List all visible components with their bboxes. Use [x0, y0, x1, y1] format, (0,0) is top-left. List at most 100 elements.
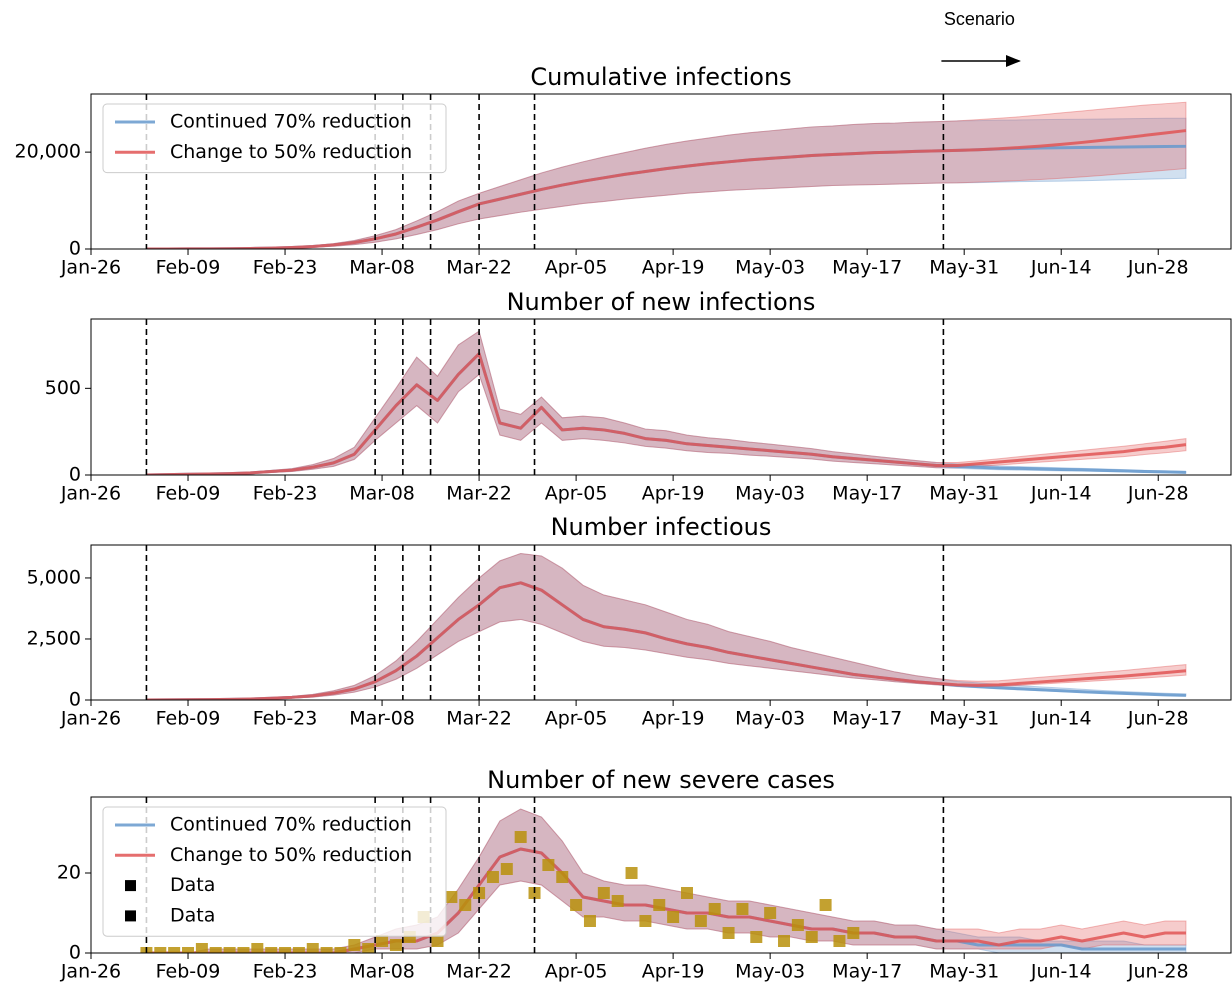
- data-point: [223, 947, 236, 953]
- annotation: Scenario: [944, 9, 1015, 29]
- x-tick-label: Jan-26: [60, 483, 121, 505]
- x-tick-label: Feb-09: [156, 483, 221, 505]
- data-point: [778, 935, 791, 947]
- confidence-band: [146, 330, 1187, 475]
- data-point: [597, 887, 610, 899]
- y-tick-label: 0: [69, 942, 81, 964]
- data-point: [362, 943, 375, 953]
- y-tick-label: 2,500: [27, 627, 81, 649]
- series-line: [146, 352, 1187, 475]
- panel: Number of new infections 0 500 Jan-26 Feb-09…: [45, 288, 1232, 505]
- x-tick-label: Jun-28: [1127, 483, 1189, 505]
- x-tick-label: May-03: [735, 708, 805, 730]
- x-tick-label: Mar-22: [446, 483, 512, 505]
- data-point: [667, 911, 680, 923]
- x-tick-label: May-17: [832, 483, 902, 505]
- legend-label: Continued 70% reduction: [170, 814, 412, 836]
- x-tick-label: May-31: [929, 708, 999, 730]
- data-point: [833, 935, 846, 947]
- data-point: [500, 863, 513, 875]
- axes-frame: [90, 796, 1232, 954]
- y-tick-label: 0: [69, 689, 81, 711]
- x-tick-label: May-31: [929, 257, 999, 279]
- x-tick-label: Apr-19: [642, 257, 705, 279]
- x-tick-label: Mar-08: [349, 257, 415, 279]
- chart-title: Number of new infections: [507, 288, 816, 316]
- x-tick-label: Jun-14: [1030, 708, 1092, 730]
- x-tick-label: Jun-28: [1127, 708, 1189, 730]
- data-point: [154, 947, 167, 953]
- x-tick-label: Jun-28: [1127, 961, 1189, 982]
- data-point: [348, 939, 361, 951]
- data-point: [805, 931, 818, 943]
- data-point: [639, 915, 652, 927]
- data-point: [237, 947, 250, 953]
- axes-frame: [90, 318, 1232, 476]
- x-tick-label: Feb-23: [253, 961, 318, 982]
- plot-area: [146, 101, 1187, 249]
- legend-label: Data: [170, 904, 215, 926]
- legend-label: Change to 50% reduction: [170, 141, 412, 163]
- y-tick-label: 0: [69, 464, 81, 486]
- x-tick-label: Apr-05: [545, 708, 608, 730]
- y-tick-label: 500: [45, 377, 81, 399]
- data-point: [195, 943, 208, 953]
- data-point: [708, 903, 721, 915]
- x-tick-label: Jun-14: [1030, 257, 1092, 279]
- chart-title: Number of new severe cases: [487, 766, 835, 794]
- x-tick-label: Jan-26: [60, 708, 121, 730]
- x-tick-label: Feb-09: [156, 257, 221, 279]
- data-point: [445, 891, 458, 903]
- panel: Number infectious 0 2,500 5,000 Jan-26 Feb-09…: [27, 513, 1232, 730]
- series-line: [146, 129, 1187, 249]
- x-tick-label: Apr-19: [642, 483, 705, 505]
- data-point: [722, 927, 735, 939]
- data-point: [764, 907, 777, 919]
- x-tick-label: Jan-26: [60, 257, 121, 279]
- legend-label: Data: [170, 874, 215, 896]
- data-point: [736, 903, 749, 915]
- x-tick-label: Apr-19: [642, 708, 705, 730]
- data-point: [819, 899, 832, 911]
- data-point: [570, 899, 583, 911]
- data-point: [279, 947, 292, 953]
- x-tick-label: Apr-19: [642, 961, 705, 982]
- x-tick-label: Feb-23: [253, 483, 318, 505]
- data-point: [376, 935, 389, 947]
- data-point: [292, 947, 305, 953]
- data-point: [486, 871, 499, 883]
- data-point: [750, 931, 763, 943]
- data-point: [611, 895, 624, 907]
- panel: Number of new severe cases 0 20 Jan-26 Feb-0…: [57, 766, 1232, 982]
- data-point: [625, 867, 638, 879]
- legend-box: [102, 103, 447, 174]
- x-tick-label: Mar-08: [349, 708, 415, 730]
- x-tick-label: Mar-22: [446, 257, 512, 279]
- x-tick-label: May-31: [929, 483, 999, 505]
- x-tick-label: May-03: [735, 483, 805, 505]
- panel: Cumulative infections 0 20,000 Jan-26 Feb-09…: [15, 9, 1232, 279]
- x-tick-label: Apr-05: [545, 257, 608, 279]
- y-tick-label: 0: [69, 238, 81, 260]
- x-tick-label: Feb-09: [156, 708, 221, 730]
- x-tick-label: May-31: [929, 961, 999, 982]
- legend-label: Change to 50% reduction: [170, 844, 412, 866]
- x-tick-label: Jun-28: [1127, 257, 1189, 279]
- legend-box: [102, 806, 447, 937]
- data-point: [168, 947, 181, 953]
- data-point: [389, 939, 402, 951]
- data-point: [847, 927, 860, 939]
- x-tick-label: Apr-05: [545, 483, 608, 505]
- data-point: [306, 943, 319, 953]
- legend-label: Continued 70% reduction: [170, 111, 412, 133]
- x-tick-label: Mar-08: [349, 483, 415, 505]
- data-point: [265, 947, 278, 953]
- x-tick-label: May-17: [832, 708, 902, 730]
- plot-area: [140, 808, 1187, 953]
- data-point: [251, 943, 264, 953]
- x-tick-label: Feb-23: [253, 257, 318, 279]
- x-tick-label: May-17: [832, 961, 902, 982]
- x-tick-label: Apr-05: [545, 961, 608, 982]
- x-tick-label: Mar-22: [446, 961, 512, 982]
